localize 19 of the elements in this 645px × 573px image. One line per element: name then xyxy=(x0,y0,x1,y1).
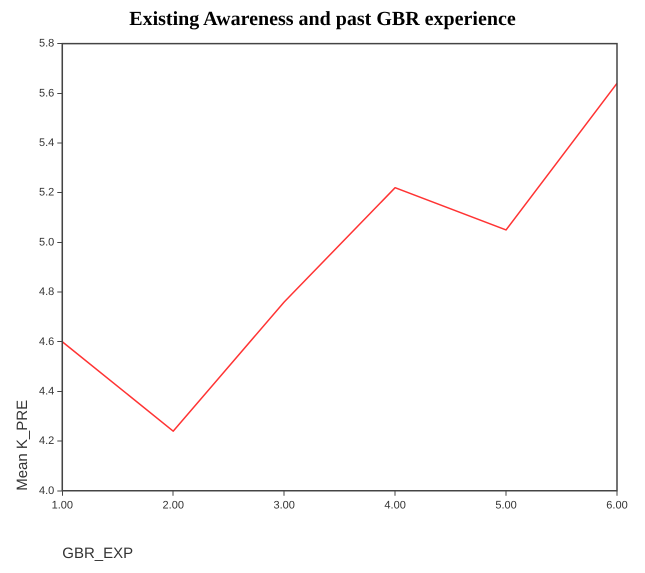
y-tick-label: 4.8 xyxy=(38,286,54,298)
x-tick-label: 2.00 xyxy=(162,499,184,512)
y-tick-label: 5.4 xyxy=(38,137,54,150)
x-tick-label: 3.00 xyxy=(273,499,295,512)
y-axis-title: Mean K_PRE xyxy=(14,400,32,491)
x-tick-label: 4.00 xyxy=(384,499,406,512)
y-tick-label: 4.4 xyxy=(38,385,54,398)
y-tick-label: 5.8 xyxy=(38,38,54,50)
x-tick-label: 1.00 xyxy=(52,499,73,512)
y-tick-label: 5.6 xyxy=(38,87,54,100)
x-tick-label: 5.00 xyxy=(495,499,517,512)
y-tick-label: 5.0 xyxy=(38,236,54,248)
y-tick-label: 4.6 xyxy=(38,336,54,348)
chart-title: Existing Awareness and past GBR experience xyxy=(128,8,517,32)
x-tick-label: 6.00 xyxy=(606,499,628,512)
y-tick-label: 4.0 xyxy=(38,484,54,497)
y-tick-label: 4.2 xyxy=(38,435,54,448)
y-tick-label: 5.2 xyxy=(38,186,54,199)
x-axis-title: GBR_EXP xyxy=(62,545,134,562)
